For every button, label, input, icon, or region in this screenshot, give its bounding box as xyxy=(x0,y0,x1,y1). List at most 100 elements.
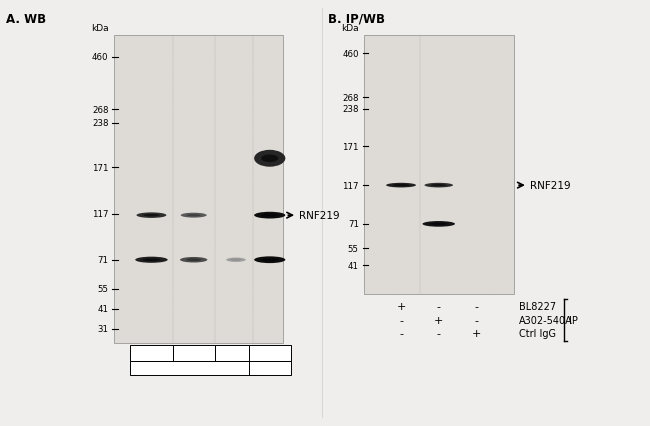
Point xyxy=(146,46,157,53)
Point xyxy=(484,273,494,280)
Point xyxy=(229,42,240,49)
Point xyxy=(191,67,202,74)
Point xyxy=(486,78,496,84)
Point xyxy=(174,38,185,45)
Point xyxy=(231,90,242,97)
Point xyxy=(482,240,493,247)
Point xyxy=(372,91,383,98)
Point xyxy=(115,233,125,240)
Point xyxy=(143,292,153,299)
Point xyxy=(125,313,136,320)
Point xyxy=(261,190,272,197)
Point xyxy=(400,102,411,109)
Text: 41: 41 xyxy=(348,261,359,270)
Point xyxy=(364,210,374,217)
Point xyxy=(259,100,269,106)
Point xyxy=(176,273,187,280)
Point xyxy=(246,155,257,162)
Point xyxy=(373,111,384,118)
Point xyxy=(408,153,418,159)
Point xyxy=(151,211,161,218)
Point xyxy=(179,166,189,173)
Point xyxy=(110,260,120,267)
Point xyxy=(457,225,467,232)
Point xyxy=(499,279,510,286)
Point xyxy=(480,77,490,84)
Point xyxy=(468,155,478,162)
Point xyxy=(360,192,370,199)
Point xyxy=(432,54,442,60)
Point xyxy=(484,184,495,191)
Point xyxy=(186,119,196,126)
Point xyxy=(247,72,257,78)
Point xyxy=(268,146,279,153)
Point xyxy=(497,281,507,288)
Point xyxy=(437,79,447,86)
Point xyxy=(379,172,389,179)
Point xyxy=(493,98,503,105)
Point xyxy=(116,172,127,179)
Point xyxy=(493,229,503,236)
Point xyxy=(388,289,398,296)
Point xyxy=(220,89,230,96)
Point xyxy=(501,62,512,69)
Point xyxy=(401,258,411,265)
Point xyxy=(469,239,480,245)
Point xyxy=(198,239,209,246)
Point xyxy=(210,156,220,163)
Point xyxy=(263,102,274,109)
Point xyxy=(477,181,488,188)
Point xyxy=(463,196,473,203)
Point xyxy=(362,147,372,153)
Point xyxy=(474,213,485,220)
Point xyxy=(415,87,425,94)
Point xyxy=(171,226,181,233)
Point xyxy=(397,215,408,222)
Point xyxy=(149,202,159,209)
Point xyxy=(243,125,254,132)
Point xyxy=(265,336,276,343)
Point xyxy=(157,176,167,183)
Point xyxy=(121,184,131,191)
Point xyxy=(506,124,517,131)
Point xyxy=(491,220,502,227)
Point xyxy=(484,99,495,106)
Point xyxy=(377,106,387,112)
Point xyxy=(485,64,495,71)
Point xyxy=(378,49,389,56)
Ellipse shape xyxy=(187,215,201,217)
Point xyxy=(155,172,165,179)
Point xyxy=(111,95,121,102)
Point xyxy=(406,168,417,175)
Point xyxy=(265,328,275,335)
Point xyxy=(378,160,388,167)
Point xyxy=(437,35,447,42)
Point xyxy=(210,284,220,291)
Point xyxy=(239,217,250,224)
Point xyxy=(473,136,484,143)
Point xyxy=(242,210,252,216)
Point xyxy=(379,82,389,89)
Point xyxy=(494,78,504,84)
Point xyxy=(383,257,393,264)
Point xyxy=(266,238,276,245)
Point xyxy=(454,291,464,297)
Point xyxy=(376,143,386,150)
Point xyxy=(499,249,509,256)
Point xyxy=(436,35,447,42)
Point xyxy=(439,248,450,255)
Point xyxy=(265,163,276,170)
Point xyxy=(132,199,142,205)
Point xyxy=(188,88,198,95)
Point xyxy=(127,137,137,144)
Point xyxy=(382,193,393,200)
Point xyxy=(478,110,488,117)
Point xyxy=(436,44,446,51)
Point xyxy=(222,89,233,95)
Point xyxy=(432,270,442,277)
Point xyxy=(400,40,410,47)
Point xyxy=(426,82,437,89)
Point xyxy=(381,143,391,150)
Point xyxy=(502,158,512,165)
Point xyxy=(198,145,208,152)
